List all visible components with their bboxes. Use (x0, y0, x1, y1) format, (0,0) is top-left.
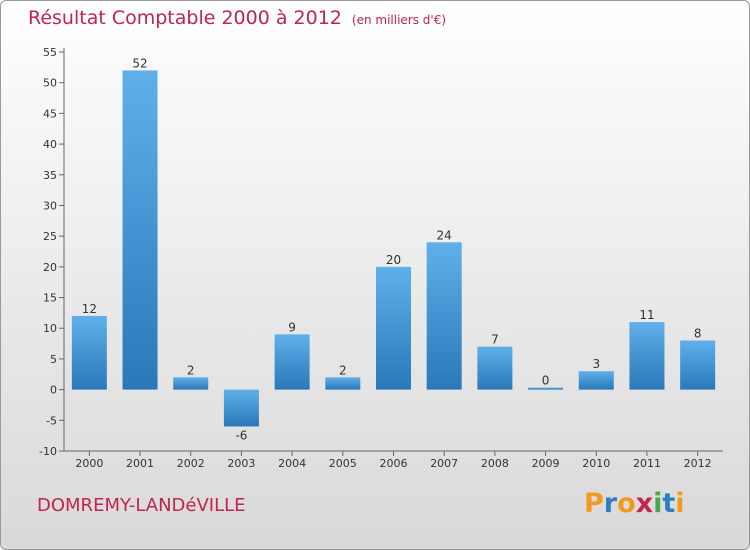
bar (528, 387, 564, 390)
commune-name: DOMREMY-LANDéVILLE (37, 495, 246, 516)
x-tick-label: 2011 (633, 457, 661, 470)
y-tick-label: -10 (39, 445, 57, 458)
bar (274, 334, 310, 390)
y-tick-label: 20 (43, 261, 57, 274)
x-tick-label: 2012 (684, 457, 712, 470)
bar (477, 346, 513, 390)
x-tick-label: 2010 (582, 457, 610, 470)
bar (325, 377, 361, 390)
y-tick-label: 30 (43, 199, 57, 212)
logo-letter: i (653, 488, 663, 519)
y-tick-label: 40 (43, 138, 57, 151)
logo-letter: o (617, 488, 636, 519)
x-tick-label: 2003 (227, 457, 255, 470)
data-label: 9 (288, 320, 296, 334)
y-tick-label: 45 (43, 107, 57, 120)
logo-letter: P (584, 488, 604, 519)
chart-title: Résultat Comptable 2000 à 2012 (en millie… (28, 7, 446, 29)
data-label: 20 (386, 253, 401, 267)
bar (173, 377, 209, 390)
x-tick-label: 2006 (380, 457, 408, 470)
data-label: 12 (82, 302, 97, 316)
data-label: 0 (542, 374, 550, 388)
bar (426, 242, 462, 390)
logo-letter: i (675, 488, 685, 519)
data-label: 7 (491, 333, 499, 347)
bar (629, 322, 665, 390)
bar (680, 340, 716, 390)
data-label: -6 (235, 428, 247, 442)
logo-letter: x (635, 488, 654, 519)
logo-letter: r (603, 488, 618, 519)
data-label: 3 (592, 357, 600, 371)
bar (578, 371, 614, 390)
y-tick-label: 50 (43, 77, 57, 90)
y-tick-label: -5 (46, 414, 57, 427)
x-tick-label: 2008 (481, 457, 509, 470)
data-label: 8 (694, 327, 702, 341)
x-tick-label: 2000 (75, 457, 103, 470)
chart-unit: (en milliers d'€) (351, 13, 447, 27)
bar (223, 389, 259, 427)
x-tick-label: 2001 (126, 457, 154, 470)
data-label: 2 (187, 363, 195, 377)
data-label: 52 (132, 56, 147, 70)
y-tick-label: 0 (50, 384, 57, 397)
y-tick-label: 5 (50, 353, 57, 366)
y-tick-label: 25 (43, 230, 57, 243)
data-label: 24 (437, 228, 452, 242)
x-tick-label: 2002 (177, 457, 205, 470)
x-tick-label: 2005 (329, 457, 357, 470)
y-tick-label: 35 (43, 169, 57, 182)
data-label: 2 (339, 363, 347, 377)
proxiti-logo: Proxiti (584, 488, 685, 519)
bar (71, 315, 107, 390)
x-tick-label: 2009 (532, 457, 560, 470)
logo-letter: t (662, 488, 676, 519)
bar (376, 266, 411, 390)
y-tick-label: 15 (43, 292, 57, 305)
x-tick-label: 2004 (278, 457, 306, 470)
y-tick-label: 55 (43, 46, 57, 59)
x-tick-label: 2007 (430, 457, 458, 470)
chart-title-text: Résultat Comptable 2000 à 2012 (28, 7, 342, 29)
bar (122, 70, 158, 390)
y-tick-label: 10 (43, 322, 57, 335)
data-label: 11 (639, 308, 654, 322)
